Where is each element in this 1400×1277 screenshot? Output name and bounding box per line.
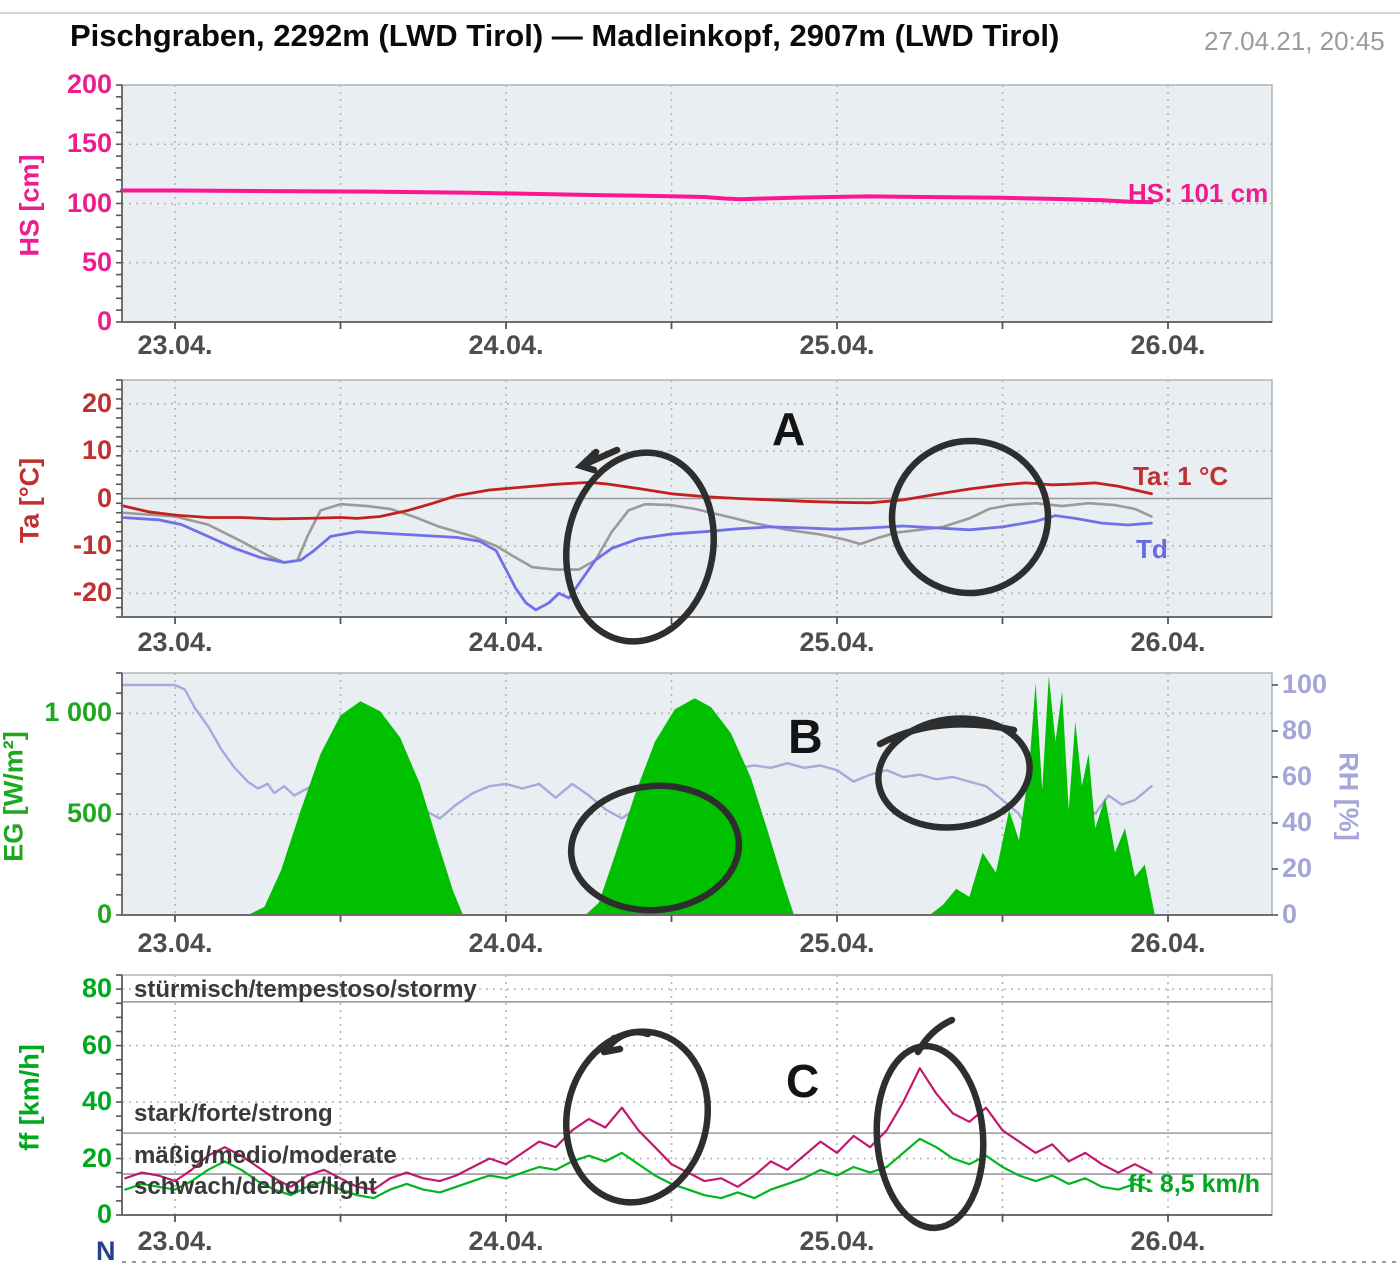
y-tick-label-hs: 100 (66, 187, 112, 218)
x-tick-label-eg: 24.04. (468, 928, 544, 958)
x-tick-label-hs: 25.04. (799, 330, 875, 360)
ff-value-label: ff: 8,5 km/h (1128, 1170, 1260, 1198)
x-tick-label-ta: 26.04. (1130, 627, 1206, 657)
y-tick-label-ff: 0 (96, 1199, 112, 1229)
x-tick-label-ff: 25.04. (799, 1226, 875, 1256)
x-tick-label-eg: 23.04. (137, 928, 213, 958)
x-tick-label-ta: 25.04. (799, 627, 875, 657)
y-tick-label-ta: -20 (72, 577, 112, 608)
y-tick-label-rh: 100 (1282, 668, 1328, 699)
y-tick-label-hs: 200 (66, 69, 112, 99)
y-tick-label-rh: 60 (1282, 760, 1313, 791)
y-tick-label-ff: 20 (81, 1142, 112, 1173)
td-series-label: Td (1136, 534, 1168, 564)
y-tick-label-rh: 0 (1282, 899, 1298, 929)
y-tick-label-ta: -10 (72, 529, 112, 560)
top-divider-line (0, 12, 1400, 14)
x-tick-label-hs: 24.04. (468, 330, 544, 360)
annotation-letter-c: C (786, 1055, 820, 1107)
y-tick-label-ta: 10 (81, 435, 112, 466)
y-tick-label-hs: 50 (81, 246, 112, 277)
y-tick-label-ff: 40 (81, 1086, 112, 1117)
y-tick-label-hs: 150 (66, 128, 112, 159)
x-tick-label-hs: 26.04. (1130, 330, 1206, 360)
wind-category-strong: stark/forte/strong (134, 1100, 333, 1127)
y-tick-label-rh: 40 (1282, 806, 1313, 837)
wind-category-light: schwach/debole/light (134, 1173, 377, 1200)
timestamp-overlay: 27.04.21, 20:45 (1204, 26, 1385, 56)
x-tick-label-ff: 26.04. (1130, 1226, 1206, 1256)
hs-value-label: HS: 101 cm (1128, 178, 1269, 208)
wind-category-moderate: mäßig/medio/moderate (134, 1142, 397, 1169)
x-tick-label-eg: 25.04. (799, 928, 875, 958)
y-tick-label-eg: 1 000 (44, 697, 112, 728)
y-tick-label-ta: 20 (81, 387, 112, 418)
ta-value-label: Ta: 1 °C (1133, 461, 1229, 491)
x-tick-label-eg: 26.04. (1130, 928, 1206, 958)
y-tick-label-hs: 0 (96, 306, 112, 336)
x-tick-label-ta: 24.04. (468, 627, 544, 657)
annotation-letter-b: B (788, 711, 823, 764)
x-tick-label-ta: 23.04. (137, 627, 213, 657)
y-tick-label-ta: 0 (96, 482, 112, 513)
y-tick-label-rh: 80 (1282, 714, 1313, 745)
y-tick-label-eg: 500 (66, 798, 112, 829)
wind-category-stormy: stürmisch/tempestoso/stormy (134, 976, 477, 1003)
y-tick-label-eg: 0 (96, 899, 112, 929)
x-tick-label-ff: 23.04. (137, 1226, 213, 1256)
x-tick-label-ff: 24.04. (468, 1226, 544, 1256)
y-tick-label-ff: 60 (81, 1029, 112, 1060)
y-tick-label-rh: 20 (1282, 852, 1313, 883)
page-title: Pischgraben, 2292m (LWD Tirol) — Madlein… (70, 18, 1060, 53)
x-tick-label-hs: 23.04. (137, 330, 213, 360)
annotation-letter-a: A (772, 403, 806, 455)
wind-direction-axis-n-label: N (96, 1236, 116, 1266)
y-tick-label-ff: 80 (81, 973, 112, 1004)
